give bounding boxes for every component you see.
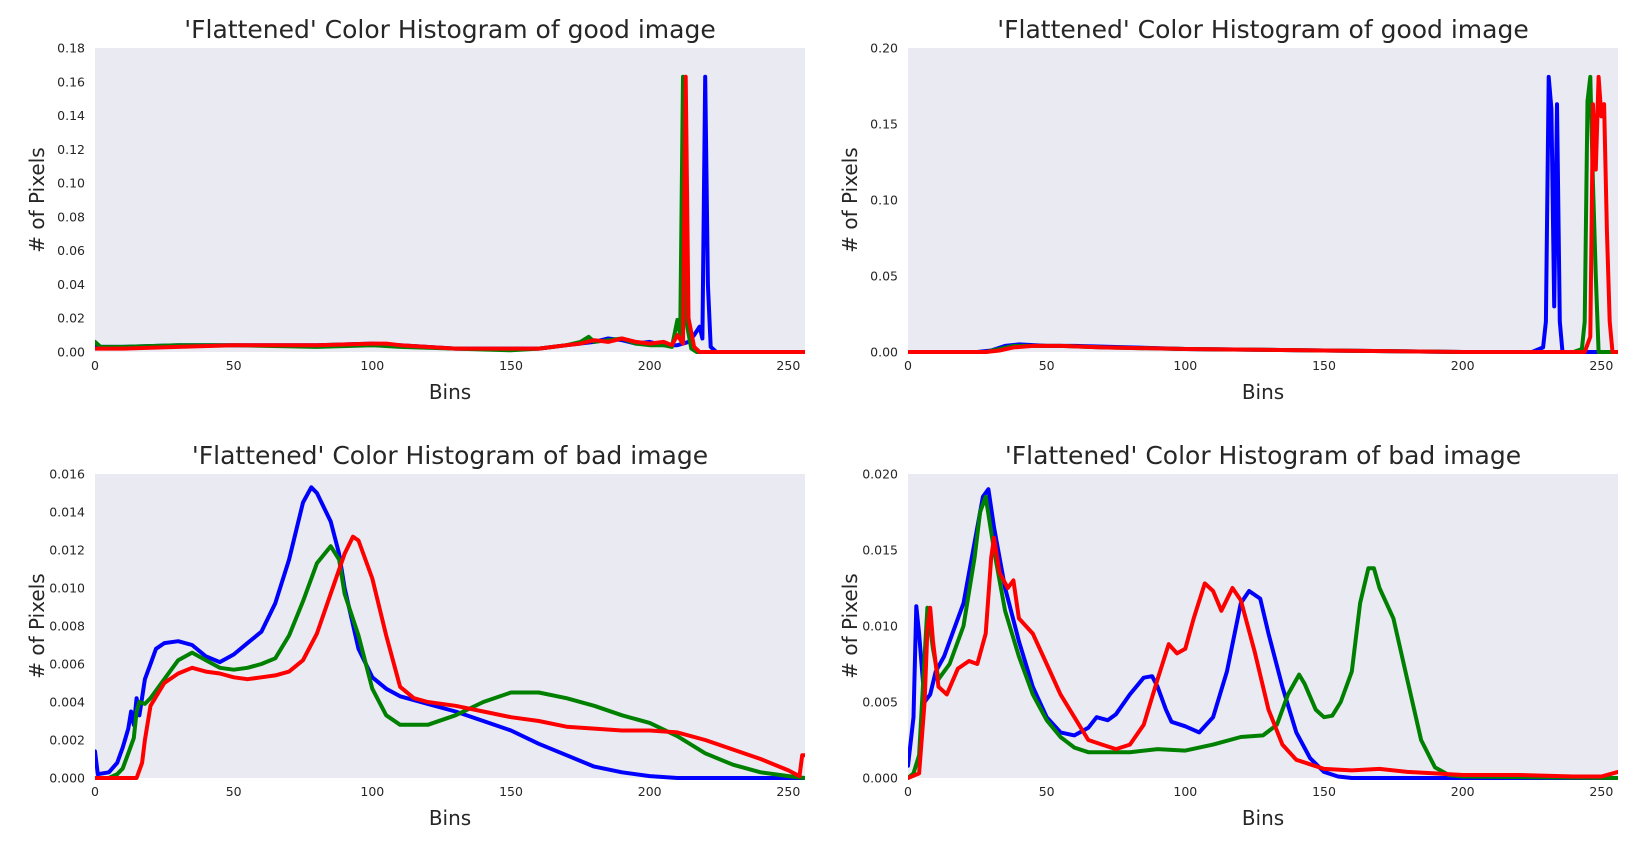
series-group	[95, 485, 805, 780]
x-tick-label: 0	[91, 358, 99, 373]
y-tick-label: 0.016	[49, 467, 85, 482]
x-axis-label: Bins	[429, 806, 471, 830]
y-tick-label: 0.008	[49, 619, 85, 634]
x-tick-label: 150	[1312, 784, 1336, 799]
y-axis-label: # of Pixels	[25, 147, 49, 252]
chart-bottom-right: 0 50 100 150 200 250 0.000 0.005 0.010 0.015 0.020…	[813, 426, 1626, 852]
y-tick-label: 0.00	[870, 345, 898, 360]
x-tick-label: 100	[1173, 784, 1197, 799]
plot-area	[95, 474, 805, 778]
x-axis-label: Bins	[1242, 806, 1284, 830]
y-tick-label: 0.010	[862, 619, 898, 634]
chart-title: 'Flattened' Color Histogram of bad image	[192, 441, 708, 470]
y-tick-label: 0.002	[49, 733, 85, 748]
y-tick-label: 0.18	[57, 41, 85, 56]
y-tick-label: 0.08	[57, 209, 85, 224]
chart-svg: 0 50 100 150 200 250 0.00 0.02 0.04 0.06 0.08 0.10 0…	[25, 15, 805, 404]
x-tick-label: 0	[91, 784, 99, 799]
y-tick-label: 0.012	[49, 543, 85, 558]
y-tick-label: 0.10	[870, 193, 898, 208]
series-group	[95, 74, 805, 354]
x-axis-label: Bins	[1242, 380, 1284, 404]
y-axis-label: # of Pixels	[25, 573, 49, 678]
chart-top-right: 0 50 100 150 200 250 0.00 0.05 0.10 0.15 0.20 'Flat…	[813, 0, 1626, 426]
series-line-2	[95, 544, 805, 780]
series-line-1	[908, 487, 1618, 780]
chart-svg: 0 50 100 150 200 250 0.000 0.002 0.004 0.006 0.008…	[25, 441, 805, 830]
x-tick-label: 200	[1451, 784, 1475, 799]
y-tick-label: 0.05	[870, 269, 898, 284]
y-tick-label: 0.000	[49, 771, 85, 786]
chart-svg: 0 50 100 150 200 250 0.000 0.005 0.010 0.015 0.020…	[838, 441, 1618, 830]
chart-top-left: 0 50 100 150 200 250 0.00 0.02 0.04 0.06 0.08 0.10 0…	[0, 0, 813, 426]
x-tick-label: 150	[499, 784, 523, 799]
series-group	[908, 74, 1618, 354]
x-tick-label: 250	[1589, 784, 1613, 799]
y-tick-label: 0.015	[862, 543, 898, 558]
y-tick-label: 0.02	[57, 311, 85, 326]
y-tick-label: 0.014	[49, 505, 85, 520]
y-tick-label: 0.12	[57, 142, 85, 157]
chart-title: 'Flattened' Color Histogram of good imag…	[184, 15, 715, 44]
series-line-2	[908, 494, 1618, 780]
y-axis-label: # of Pixels	[838, 573, 862, 678]
chart-svg: 0 50 100 150 200 250 0.00 0.05 0.10 0.15 0.20 'Flat…	[838, 15, 1618, 404]
x-tick-label: 50	[226, 784, 242, 799]
chart-title: 'Flattened' Color Histogram of bad image	[1005, 441, 1521, 470]
series-line-3	[95, 74, 805, 354]
series-line-3	[908, 74, 1618, 354]
y-tick-label: 0.04	[57, 277, 85, 292]
y-tick-label: 0.006	[49, 657, 85, 672]
x-tick-label: 250	[776, 358, 800, 373]
y-tick-label: 0.16	[57, 74, 85, 89]
x-tick-label: 0	[904, 358, 912, 373]
x-tick-label: 200	[1451, 358, 1475, 373]
y-tick-label: 0.010	[49, 581, 85, 596]
x-tick-label: 50	[1039, 784, 1055, 799]
y-tick-label: 0.10	[57, 176, 85, 191]
chart-title: 'Flattened' Color Histogram of good imag…	[997, 15, 1528, 44]
x-tick-label: 150	[1312, 358, 1336, 373]
y-tick-label: 0.020	[862, 467, 898, 482]
x-axis-label: Bins	[429, 380, 471, 404]
y-axis-label: # of Pixels	[838, 147, 862, 252]
x-tick-label: 50	[226, 358, 242, 373]
x-tick-label: 100	[1173, 358, 1197, 373]
y-tick-label: 0.15	[870, 117, 898, 132]
chart-bottom-left: 0 50 100 150 200 250 0.000 0.002 0.004 0.006 0.008…	[0, 426, 813, 852]
x-tick-label: 50	[1039, 358, 1055, 373]
x-tick-label: 250	[776, 784, 800, 799]
x-tick-label: 200	[638, 784, 662, 799]
series-line-3	[908, 535, 1618, 780]
plot-area	[95, 48, 805, 352]
series-line-3	[95, 534, 805, 780]
y-tick-label: 0.005	[862, 695, 898, 710]
x-tick-label: 100	[360, 784, 384, 799]
y-tick-label: 0.00	[57, 345, 85, 360]
plot-area	[908, 48, 1618, 352]
y-tick-label: 0.06	[57, 243, 85, 258]
x-tick-label: 100	[360, 358, 384, 373]
y-tick-label: 0.14	[57, 108, 85, 123]
x-tick-label: 150	[499, 358, 523, 373]
series-group	[908, 487, 1618, 780]
y-tick-label: 0.004	[49, 695, 85, 710]
x-tick-label: 250	[1589, 358, 1613, 373]
y-tick-label: 0.000	[862, 771, 898, 786]
x-tick-label: 200	[638, 358, 662, 373]
y-tick-label: 0.20	[870, 41, 898, 56]
x-tick-label: 0	[904, 784, 912, 799]
